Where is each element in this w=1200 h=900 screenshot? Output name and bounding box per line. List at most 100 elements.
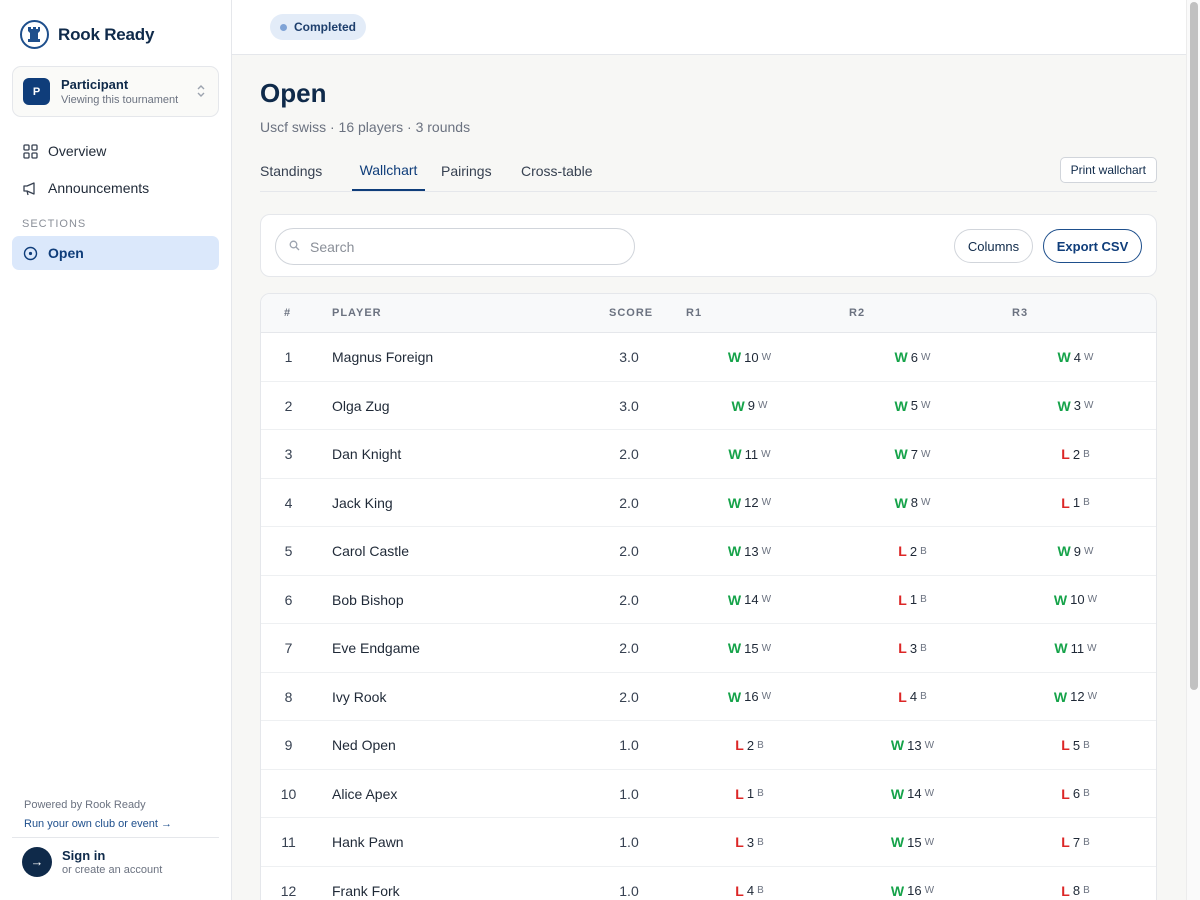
table-row[interactable]: 6 Bob Bishop 2.0 W 14 W L 1 B W 10 W [261, 576, 1156, 624]
result-letter: W [890, 785, 905, 802]
tab-standings[interactable]: Standings [260, 162, 323, 179]
tab-pairings[interactable]: Pairings [441, 162, 492, 179]
round-1-result[interactable]: W 12 W [668, 479, 831, 527]
sidebar-item-announcements[interactable]: Announcements [12, 171, 219, 205]
scrollbar-thumb[interactable] [1190, 2, 1198, 690]
player-name[interactable]: Frank Fork [332, 882, 400, 899]
rook-icon [20, 20, 49, 49]
round-2-result[interactable]: W 14 W [831, 770, 994, 818]
result-letter: W [894, 494, 908, 511]
round-1-result[interactable]: W 16 W [668, 673, 831, 721]
table-row[interactable]: 7 Eve Endgame 2.0 W 15 W L 3 B W 11 W [261, 624, 1156, 673]
sidebar-item-open[interactable]: Open [12, 236, 219, 270]
round-2-result[interactable]: W 16 W [831, 867, 994, 900]
piece-color: W [924, 739, 935, 751]
round-2-result[interactable]: W 15 W [831, 818, 994, 866]
column-header-round-1[interactable]: R1 [686, 307, 703, 319]
piece-color: B [757, 739, 764, 751]
table-row[interactable]: 1 Magnus Foreign 3.0 W 10 W W 6 W W 4 W [261, 333, 1156, 382]
role-switcher[interactable]: P Participant Viewing this tournament [12, 66, 219, 117]
player-name[interactable]: Bob Bishop [332, 591, 404, 608]
player-name[interactable]: Jack King [332, 494, 393, 511]
brand[interactable]: Rook Ready [20, 20, 154, 49]
table-row[interactable]: 12 Frank Fork 1.0 L 4 B W 16 W L 8 B [261, 867, 1156, 900]
table-row[interactable]: 11 Hank Pawn 1.0 L 3 B W 15 W L 7 B [261, 818, 1156, 867]
powered-by-text: Powered by Rook Ready [24, 799, 146, 811]
sign-in-button[interactable]: → Sign in or create an account [12, 837, 219, 885]
rank-cell: 10 [280, 785, 297, 802]
round-1-result[interactable]: W 14 W [668, 576, 831, 624]
round-1-result[interactable]: W 11 W [668, 430, 831, 478]
arrow-right-icon: → [22, 846, 52, 877]
column-header-round-2[interactable]: R2 [849, 307, 866, 319]
player-name[interactable]: Dan Knight [332, 446, 402, 462]
table-row[interactable]: 8 Ivy Rook 2.0 W 16 W L 4 B W 12 W [261, 673, 1156, 721]
wallchart-table: # PLAYER SCORE R1 R2 R3 1 Magnus Foreign 3… [260, 293, 1157, 900]
player-name[interactable]: Olga Zug [332, 397, 390, 414]
column-header-rank[interactable]: # [284, 307, 292, 319]
table-row[interactable]: 2 Olga Zug 3.0 W 9 W W 5 W W 3 W [261, 382, 1156, 430]
tab-wallchart[interactable]: Wallchart [352, 150, 425, 191]
column-header-score[interactable]: SCORE [609, 307, 654, 319]
player-name[interactable]: Ivy Rook [332, 688, 387, 705]
sidebar-item-overview[interactable]: Overview [12, 134, 219, 168]
opponent-number: 4 [909, 689, 918, 704]
tab-cross-table[interactable]: Cross-table [521, 162, 593, 179]
result-letter: W [727, 640, 742, 656]
column-header-player[interactable]: PLAYER [332, 307, 382, 319]
page-scrollbar[interactable] [1186, 0, 1200, 900]
round-3-result[interactable]: W 11 W [994, 624, 1156, 672]
round-3-result[interactable]: W 12 W [994, 673, 1156, 721]
table-row[interactable]: 3 Dan Knight 2.0 W 11 W W 7 W L 2 B [261, 430, 1156, 479]
columns-button[interactable]: Columns [954, 229, 1033, 263]
opponent-number: 14 [907, 786, 922, 801]
print-wallchart-button[interactable]: Print wallchart [1059, 157, 1157, 183]
player-name[interactable]: Ned Open [332, 737, 396, 753]
result-letter: W [727, 688, 742, 705]
run-your-own-link[interactable]: Run your own club or event → [24, 818, 172, 830]
round-1-result[interactable]: W 10 W [668, 333, 831, 381]
column-header-round-3[interactable]: R3 [1012, 307, 1029, 319]
opponent-number: 13 [907, 737, 922, 753]
table-row[interactable]: 5 Carol Castle 2.0 W 13 W L 2 B W 9 W [261, 527, 1156, 576]
table-row[interactable]: 4 Jack King 2.0 W 12 W W 8 W L 1 B [261, 479, 1156, 527]
round-2-result[interactable]: W 13 W [831, 721, 994, 769]
search-input[interactable] [310, 238, 610, 255]
search-box[interactable] [275, 228, 635, 265]
player-name[interactable]: Hank Pawn [332, 834, 404, 850]
player-name[interactable]: Alice Apex [332, 785, 398, 802]
player-name[interactable]: Magnus Foreign [332, 349, 434, 365]
round-1-result[interactable]: W 13 W [668, 527, 831, 575]
table-row[interactable]: 9 Ned Open 1.0 L 2 B W 13 W L 5 B [261, 721, 1156, 770]
player-name[interactable]: Eve Endgame [332, 640, 420, 656]
round-3-result[interactable]: W 10 W [994, 576, 1156, 624]
round-1-result[interactable]: W 15 W [668, 624, 831, 672]
table-row[interactable]: 10 Alice Apex 1.0 L 1 B W 14 W L 6 B [261, 770, 1156, 818]
piece-color: B [757, 885, 764, 896]
export-csv-button[interactable]: Export CSV [1043, 229, 1142, 263]
player-name[interactable]: Carol Castle [332, 543, 410, 559]
piece-color: B [920, 594, 927, 605]
